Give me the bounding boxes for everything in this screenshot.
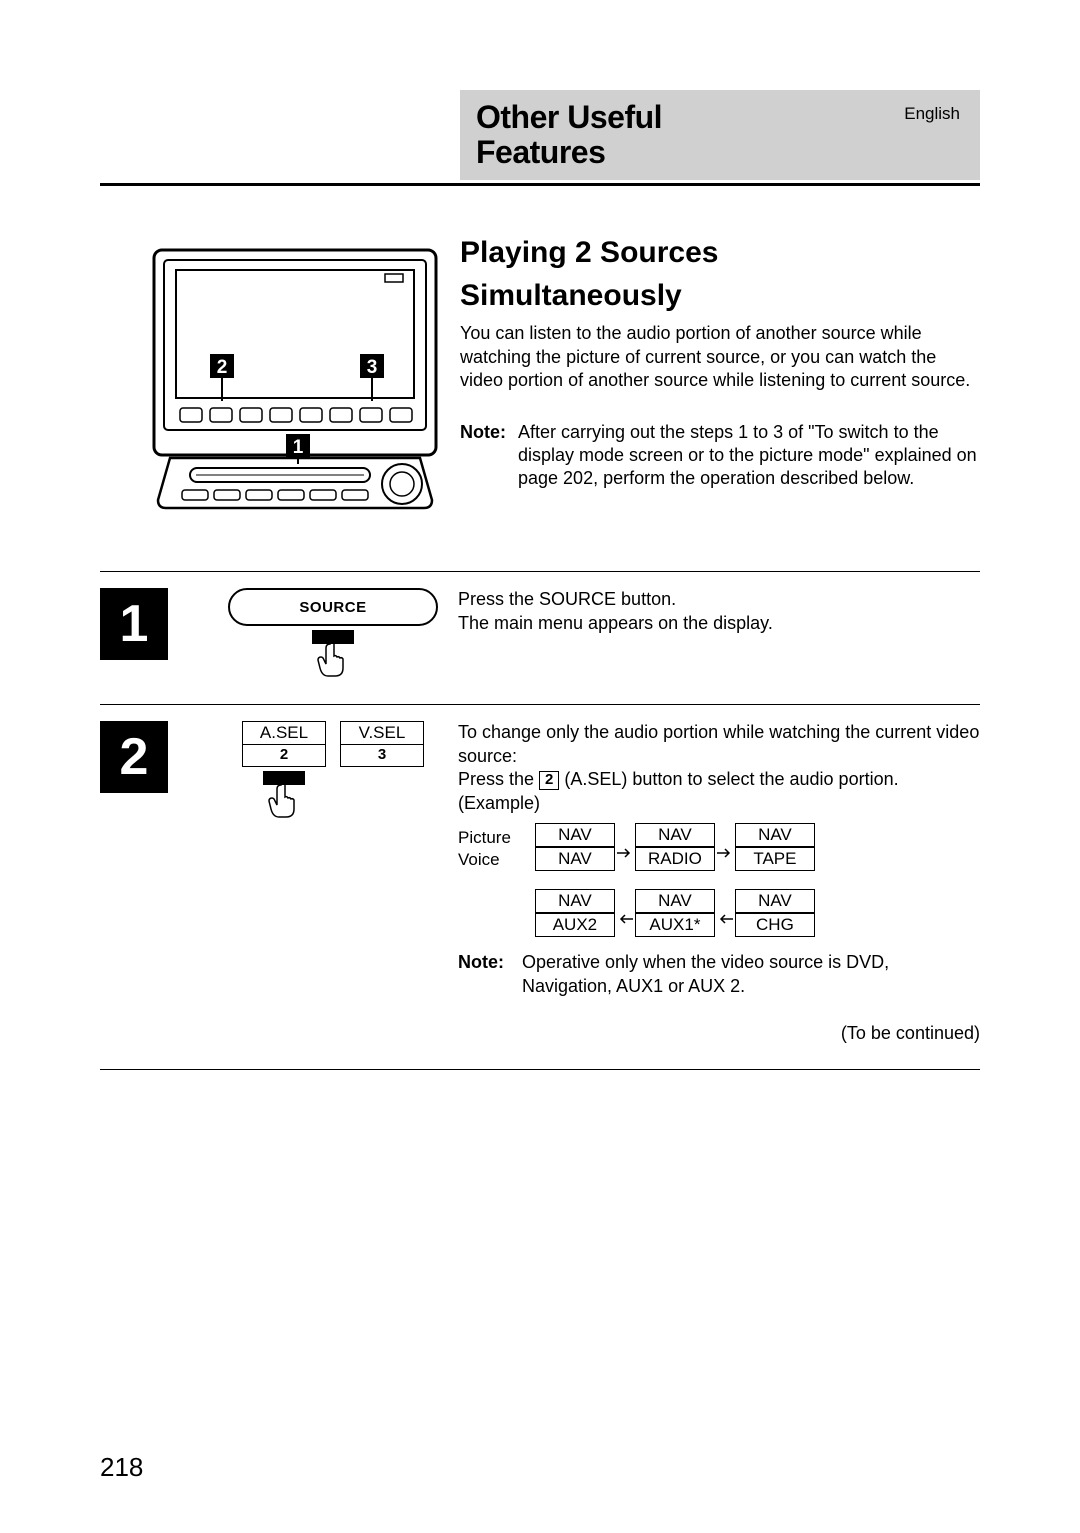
svg-text:1: 1 bbox=[293, 437, 304, 458]
step-1-illustration: SOURCE bbox=[208, 588, 458, 680]
continued-label: (To be continued) bbox=[458, 1022, 980, 1045]
step-2-text-b-pre: Press the bbox=[458, 769, 539, 789]
ex-cell: NAV bbox=[635, 889, 715, 913]
asel-label: A.SEL bbox=[242, 721, 326, 745]
ex-cell: RADIO bbox=[635, 847, 715, 871]
page-number: 218 bbox=[100, 1452, 143, 1483]
step-2-number: 2 bbox=[100, 721, 168, 793]
device-illustration: 2 3 1 bbox=[150, 246, 440, 531]
language-label: English bbox=[790, 90, 980, 180]
step-2-text: To change only the audio portion while w… bbox=[458, 721, 980, 1045]
step-divider bbox=[100, 1069, 980, 1070]
ex-cell: NAV bbox=[535, 889, 615, 913]
ex-cell: AUX2 bbox=[535, 913, 615, 937]
step-1: 1 SOURCE Press the SOURCE button. The ma… bbox=[100, 572, 980, 704]
step-2-text-a: To change only the audio portion while w… bbox=[458, 721, 980, 768]
header-divider bbox=[100, 183, 980, 186]
step-2-text-b-post: (A.SEL) button to select the audio porti… bbox=[559, 769, 898, 789]
example-pair: NAV AUX1* bbox=[635, 889, 715, 937]
example-table: Picture Voice NAV NAV NAV RADIO NAV bbox=[458, 823, 980, 937]
section-title-line1: Playing 2 Sources bbox=[460, 236, 980, 269]
page-header: Other Useful Features English bbox=[460, 90, 980, 180]
note-body: After carrying out the steps 1 to 3 of "… bbox=[518, 421, 980, 491]
note-label: Note: bbox=[460, 421, 518, 491]
example-label: (Example) bbox=[458, 792, 980, 815]
press-hand-icon bbox=[312, 630, 354, 680]
ex-cell: TAPE bbox=[735, 847, 815, 871]
row-label-voice: Voice bbox=[458, 849, 511, 871]
section-note: Note: After carrying out the steps 1 to … bbox=[460, 421, 980, 491]
asel-num: 2 bbox=[242, 745, 326, 767]
example-pair: NAV NAV bbox=[535, 823, 615, 871]
inline-key-2: 2 bbox=[539, 771, 559, 790]
ex-cell: NAV bbox=[535, 823, 615, 847]
header-title-box: Other Useful Features bbox=[460, 90, 790, 180]
ex-cell: NAV bbox=[635, 823, 715, 847]
section-title-line2: Simultaneously bbox=[460, 279, 980, 312]
example-pair: NAV AUX2 bbox=[535, 889, 615, 937]
step-1-text: Press the SOURCE button. The main menu a… bbox=[458, 588, 980, 635]
vsel-label: V.SEL bbox=[340, 721, 424, 745]
step-2-note: Note: Operative only when the video sour… bbox=[458, 951, 980, 998]
header-title-line1: Other Useful bbox=[476, 100, 774, 135]
svg-text:3: 3 bbox=[367, 357, 378, 378]
ex-cell: NAV bbox=[535, 847, 615, 871]
vsel-num: 3 bbox=[340, 745, 424, 767]
example-pair: NAV TAPE bbox=[735, 823, 815, 871]
note-body: Operative only when the video source is … bbox=[522, 951, 980, 998]
note-label: Note: bbox=[458, 951, 522, 998]
ex-cell: CHG bbox=[735, 913, 815, 937]
header-title-line2: Features bbox=[476, 135, 774, 170]
example-pair: NAV RADIO bbox=[635, 823, 715, 871]
ex-cell: NAV bbox=[735, 823, 815, 847]
ex-cell: NAV bbox=[735, 889, 815, 913]
svg-text:2: 2 bbox=[217, 357, 228, 378]
step-2-text-b: Press the 2 (A.SEL) button to select the… bbox=[458, 768, 980, 791]
section-intro: You can listen to the audio portion of a… bbox=[460, 322, 980, 392]
step-2: 2 A.SEL 2 V.SEL 3 To change only the bbox=[100, 705, 980, 1069]
press-hand-icon bbox=[263, 771, 305, 821]
source-button-graphic: SOURCE bbox=[228, 588, 438, 626]
step-1-text-a: Press the SOURCE button. bbox=[458, 588, 980, 611]
ex-cell: AUX1* bbox=[635, 913, 715, 937]
step-2-illustration: A.SEL 2 V.SEL 3 bbox=[208, 721, 458, 821]
step-1-text-b: The main menu appears on the display. bbox=[458, 612, 980, 635]
step-1-number: 1 bbox=[100, 588, 168, 660]
example-pair: NAV CHG bbox=[735, 889, 815, 937]
row-label-picture: Picture bbox=[458, 827, 511, 849]
